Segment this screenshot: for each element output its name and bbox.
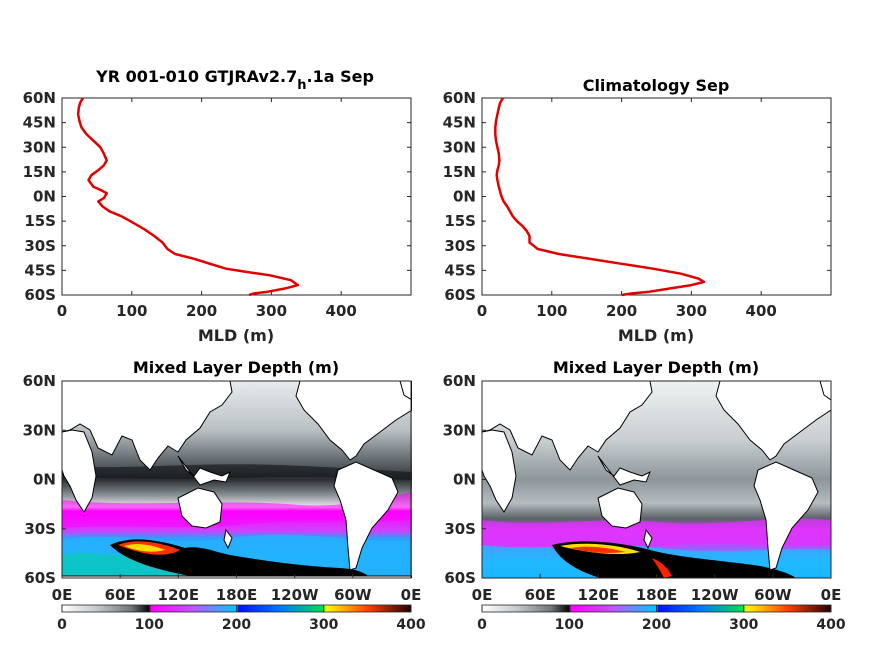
panel3-xtick-label: 60E: [105, 586, 136, 604]
panel1-ytick-label: 60S: [24, 286, 56, 304]
panel1-ytick-label: 15S: [24, 212, 56, 230]
panel2-xtick-label: 0: [477, 302, 487, 320]
panel1-ytick-label: 45S: [24, 261, 56, 279]
panel4-ytick-label: 60N: [443, 372, 476, 390]
panel2-title: Climatology Sep: [583, 76, 730, 95]
panel4-x-ticks: 0E 60E 120E 180E 120W 60W 0E: [472, 574, 842, 604]
panel4-xtick-label: 0E: [821, 586, 842, 604]
panel2-xtick-label: 400: [746, 302, 777, 320]
panel4-ytick-label: 30N: [443, 421, 476, 439]
panel2-ytick-label: 15N: [443, 163, 476, 181]
panel1-y-ticks: 60N 45N 30N 15N 0N 15S 30S 45S 60S: [23, 89, 411, 304]
panel3-xtick-label: 120E: [158, 586, 200, 604]
panel-map-model: Mixed Layer Depth (m): [23, 358, 426, 633]
panel1-ytick-label: 30S: [24, 237, 56, 255]
panel3-colorbar-label: 200: [222, 617, 251, 633]
panel4-ytick-label: 0N: [453, 471, 476, 489]
panel1-ytick-label: 30N: [23, 138, 56, 156]
panel1-x-ticks: 0 100 200 300 400: [57, 98, 357, 320]
panel-mld-climatology: Climatology Sep 60N45N30N15N0N15S30S45S6…: [443, 76, 832, 345]
panel-map-climatology: Mixed Layer Depth (m) 60N 30N 0N 30S 60S: [443, 358, 846, 633]
panel1-xlabel: MLD (m): [198, 326, 274, 345]
panel4-land: [482, 381, 831, 571]
panel1-ytick-label: 45N: [23, 114, 56, 132]
panel3-xtick-label: 0E: [401, 586, 422, 604]
panel1-xtick-label: 300: [256, 302, 287, 320]
panel4-colorbar-label: 200: [642, 617, 671, 633]
panel2-ytick-label: 60S: [444, 286, 476, 304]
panel3-xtick-label: 0E: [52, 586, 73, 604]
panel2-axes: [481, 97, 832, 296]
panel2-mld-line: [494, 97, 706, 297]
panel3-xtick-label: 60W: [334, 586, 372, 604]
panel3-ytick-label: 30S: [24, 520, 56, 538]
panel3-colorbar-label: 0: [57, 617, 67, 633]
panel1-ytick-label: 60N: [23, 89, 56, 107]
panel3-x-ticks: 0E 60E 120E 180E 120W 60W 0E: [52, 574, 422, 604]
panel2-xtick-label: 300: [676, 302, 707, 320]
panel1-xtick-label: 200: [186, 302, 217, 320]
panel2-ytick-label: 45S: [444, 261, 476, 279]
panel2-ytick-label: 15S: [444, 212, 476, 230]
panel4-title: Mixed Layer Depth (m): [553, 358, 759, 377]
panel3-title: Mixed Layer Depth (m): [133, 358, 339, 377]
panel4-xtick-label: 0E: [472, 586, 493, 604]
panel4-ytick-label: 30S: [444, 520, 476, 538]
panel4-colorbar-label: 300: [729, 617, 758, 633]
panel4-map: [482, 381, 831, 578]
panel4-xtick-label: 120W: [691, 586, 739, 604]
panel2-ytick-label: 60N: [443, 89, 476, 107]
panel3-y-ticks: 60N 30N 0N 30S 60S: [23, 372, 66, 587]
panel2-ytick-label: 30S: [444, 237, 476, 255]
panel2-ytick-label: 45N: [443, 114, 476, 132]
panel1-title: YR 001-010 GTJRAv2.7h.1a Sep: [95, 67, 374, 93]
panel4-ytick-label: 60S: [444, 569, 476, 587]
panel3-colorbar-label: 100: [135, 617, 164, 633]
panel1-ytick-label: 15N: [23, 163, 56, 181]
panel1-ytick-label: 0N: [33, 188, 56, 206]
panel1-axes: [61, 97, 412, 296]
panel2-ytick-label: 0N: [453, 188, 476, 206]
panel-mld-model: YR 001-010 GTJRAv2.7h.1a Sep 60N 45N 30N 15…: [23, 67, 412, 345]
panel4-colorbar-label: 400: [816, 617, 845, 633]
panel2-ytick-label: 30N: [443, 138, 476, 156]
panel4-xtick-label: 60E: [525, 586, 556, 604]
panel1-xtick-label: 100: [116, 302, 147, 320]
panel4-colorbar-label: 0: [477, 617, 487, 633]
panel4-xtick-label: 60W: [754, 586, 792, 604]
panel3-map: [62, 381, 412, 578]
panel2-y-ticks: 60N 45N 30N 15N 0N 15S 30S 45S 60S: [443, 89, 831, 304]
panel3-colorbar-label: 400: [396, 617, 425, 633]
panel3-ytick-label: 0N: [33, 471, 56, 489]
panel2-xtick-label: 100: [536, 302, 567, 320]
panel1-xtick-label: 400: [326, 302, 357, 320]
panel1-mld-line: [76, 97, 300, 297]
panel3-xtick-label: 120W: [271, 586, 319, 604]
panel3-ytick-label: 60S: [24, 569, 56, 587]
panel2-xtick-label: 200: [606, 302, 637, 320]
panel2-xlabel: MLD (m): [618, 326, 694, 345]
panel3-land: [62, 381, 412, 578]
panel4-colorbar: 0 100 200 300 400: [477, 604, 846, 633]
panel4-y-ticks: 60N 30N 0N 30S 60S: [443, 372, 486, 587]
panel3-ytick-label: 30N: [23, 421, 56, 439]
panel3-colorbar-label: 300: [309, 617, 338, 633]
panel4-xtick-label: 120E: [578, 586, 620, 604]
panel3-xtick-label: 180E: [216, 586, 258, 604]
panel2-x-ticks: 0 100 200 300 400: [477, 98, 777, 320]
panel3-ytick-label: 60N: [23, 372, 56, 390]
panel3-colorbar: 0 100 200 300 400: [57, 604, 426, 633]
panel4-colorbar-label: 100: [555, 617, 584, 633]
panel4-xtick-label: 180E: [636, 586, 678, 604]
panel1-xtick-label: 0: [57, 302, 67, 320]
